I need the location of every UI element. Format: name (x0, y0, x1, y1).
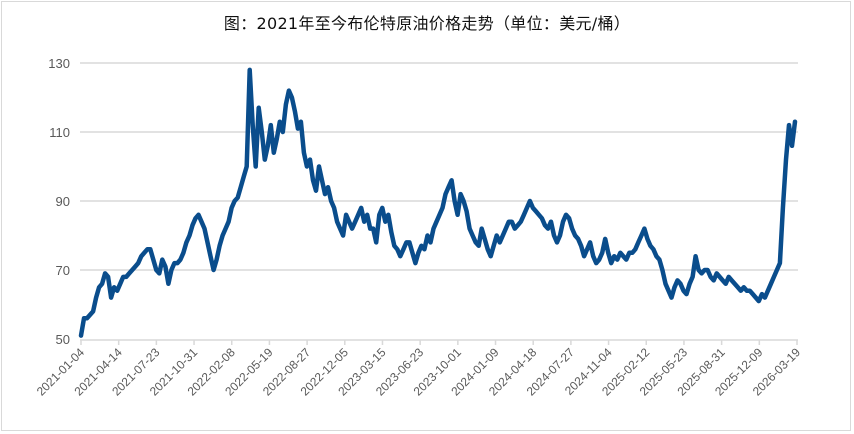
y-tick-label: 70 (56, 263, 70, 278)
y-axis: 50 70 90 110 130 (48, 56, 70, 347)
x-axis: 2021-01-042021-04-142021-07-232021-10-31… (34, 339, 803, 399)
chart-title: 图：2021年至今布伦特原油价格走势（单位：美元/桶） (223, 14, 631, 33)
y-tick-label: 90 (56, 194, 70, 209)
gridlines (80, 62, 798, 271)
price-line (78, 67, 798, 338)
y-tick-label: 130 (48, 56, 70, 71)
y-tick-label: 50 (56, 332, 70, 347)
y-tick-label: 110 (49, 125, 70, 140)
